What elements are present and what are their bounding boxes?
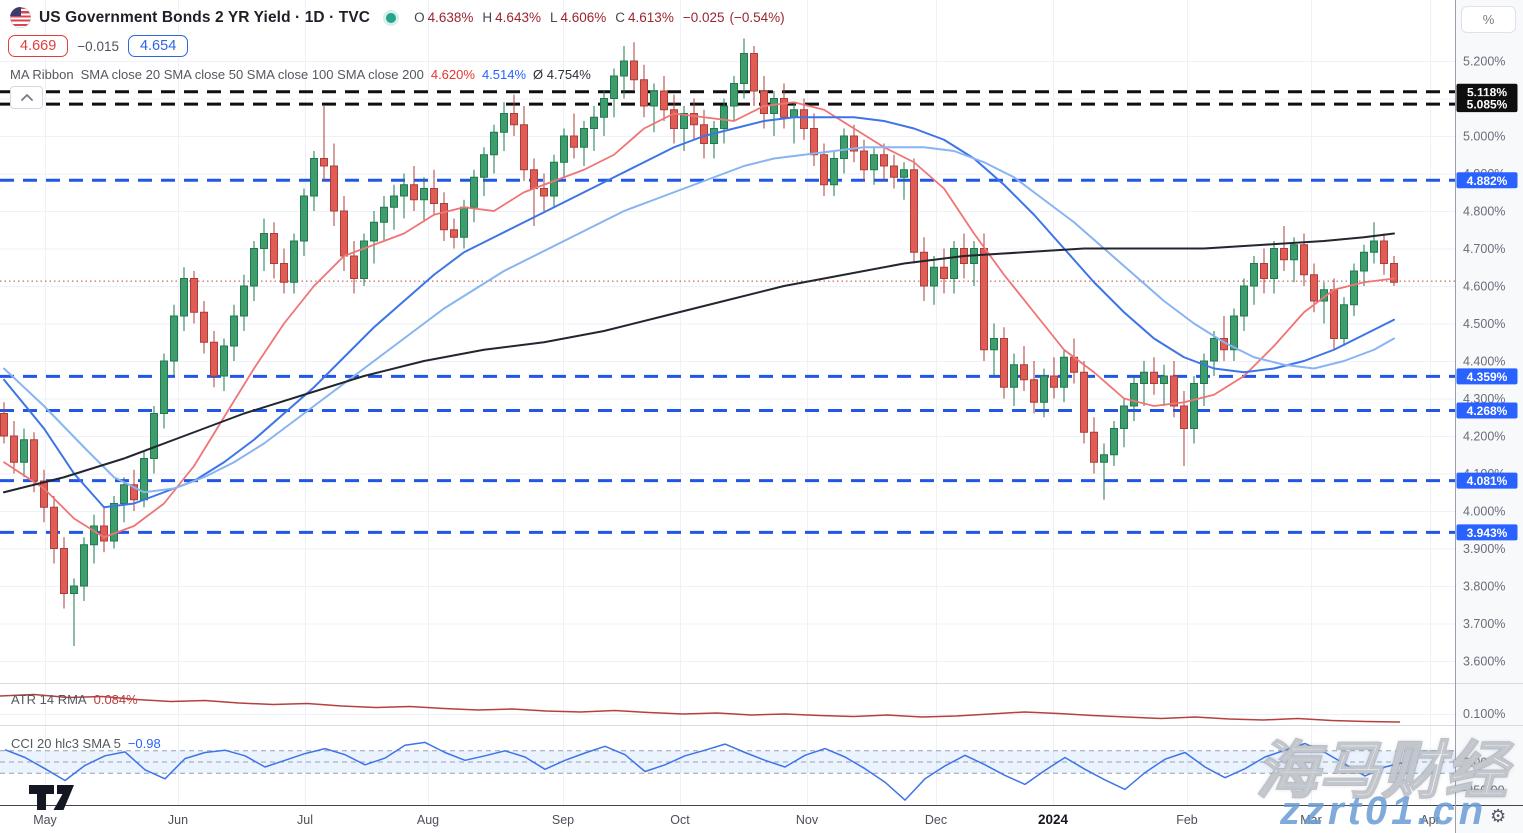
svg-text:5.200%: 5.200%	[1463, 55, 1505, 69]
svg-text:Aug: Aug	[417, 813, 439, 827]
buy-price-button[interactable]: 4.654	[127, 35, 189, 57]
cci-value: −0.98	[127, 736, 161, 751]
ma-ribbon-title: MA Ribbon	[10, 67, 74, 82]
svg-text:3.600%: 3.600%	[1463, 655, 1505, 669]
svg-text:4.000%: 4.000%	[1463, 505, 1505, 519]
ohlc-values: O 4.638% H 4.643% L 4.606% C 4.613% −0.025 (…	[414, 10, 787, 25]
svg-text:5.000%: 5.000%	[1463, 130, 1505, 144]
tradingview-logo[interactable]	[28, 784, 76, 816]
symbol-header: US Government Bonds 2 YR Yield · 1D · TV…	[10, 7, 787, 28]
time-axis-labels: May Jun Jul Aug Sep Oct Nov Dec 2024 Feb Mar Apr	[33, 812, 1440, 827]
change-percent: (−0.54%)	[729, 10, 785, 25]
ma-lines	[3, 101, 1395, 539]
sell-price-button[interactable]: 4.669	[8, 35, 69, 57]
atr-value: 0.084%	[93, 692, 138, 707]
change-value: −0.025	[682, 10, 725, 25]
high-value: 4.643%	[495, 10, 541, 25]
ma-ribbon-legend[interactable]: MA Ribbon SMA close 20 SMA close 50 SMA …	[10, 67, 591, 82]
collapse-lines-button[interactable]	[10, 86, 43, 109]
svg-text:Jul: Jul	[297, 813, 313, 827]
svg-text:3.943%: 3.943%	[1467, 526, 1508, 540]
chevron-up-icon	[20, 94, 33, 101]
svg-text:4.882%: 4.882%	[1467, 174, 1508, 188]
high-label: H	[482, 10, 493, 25]
atr-label: ATR 14 RMA	[11, 692, 87, 707]
svg-text:Mar: Mar	[1300, 813, 1322, 827]
svg-text:May: May	[33, 813, 57, 827]
sma20-value: 4.620%	[430, 67, 475, 82]
cci-label: CCI 20 hlc3 SMA 5	[11, 736, 121, 751]
svg-text:Feb: Feb	[1176, 813, 1198, 827]
timezone-settings-gear-icon[interactable]: ⚙	[1490, 806, 1507, 826]
svg-text:2024: 2024	[1038, 812, 1069, 827]
cci-pane	[0, 741, 1455, 801]
candles-layer	[0, 38, 1398, 646]
svg-text:−250.00: −250.00	[1459, 784, 1505, 798]
bid-ask-row: 4.669 −0.015 4.654	[8, 35, 189, 57]
price-level-badges: 5.118%5.085% 4.882% 4.359% 4.268% 4.081% 3.94…	[1456, 83, 1518, 541]
open-value: 4.638%	[427, 10, 474, 25]
low-label: L	[549, 10, 558, 25]
svg-text:4.500%: 4.500%	[1463, 317, 1505, 331]
svg-text:4.400%: 4.400%	[1463, 355, 1505, 369]
percent-scale-button[interactable]: %	[1461, 6, 1516, 33]
ma-average-value: Ø 4.754%	[533, 67, 591, 82]
svg-text:3.700%: 3.700%	[1463, 617, 1505, 631]
svg-text:0.100%: 0.100%	[1463, 707, 1505, 721]
grid-layer	[0, 0, 1455, 805]
tradingview-logo-icon	[29, 785, 74, 810]
svg-text:4.268%: 4.268%	[1467, 404, 1508, 418]
symbol-title[interactable]: US Government Bonds 2 YR Yield · 1D · TV…	[39, 8, 371, 26]
us-flag-icon	[10, 7, 31, 28]
svg-text:3.900%: 3.900%	[1463, 542, 1505, 556]
svg-text:Oct: Oct	[670, 813, 690, 827]
svg-text:5.085%: 5.085%	[1467, 98, 1508, 112]
svg-text:3.800%: 3.800%	[1463, 580, 1505, 594]
close-value: 4.613%	[628, 10, 674, 25]
ma-ribbon-params: SMA close 20 SMA close 50 SMA close 100 …	[80, 67, 424, 82]
svg-text:Apr: Apr	[1420, 813, 1439, 827]
svg-text:Nov: Nov	[796, 813, 819, 827]
market-status-icon[interactable]	[386, 12, 397, 23]
svg-text:4.200%: 4.200%	[1463, 430, 1505, 444]
svg-text:4.700%: 4.700%	[1463, 242, 1505, 256]
sma50-value: 4.514%	[481, 67, 527, 82]
svg-text:4.600%: 4.600%	[1463, 280, 1505, 294]
price-scale-ticks: 5.200%5.000%4.900%4.800%4.700%4.600%4.50…	[1459, 55, 1505, 798]
atr-pane	[0, 693, 1401, 723]
svg-text:Sep: Sep	[552, 813, 574, 827]
svg-text:5.118%: 5.118%	[1467, 85, 1507, 99]
svg-text:0.00: 0.00	[1463, 756, 1487, 770]
svg-text:4.359%: 4.359%	[1467, 370, 1508, 384]
spread-value: −0.015	[77, 38, 119, 54]
close-label: C	[615, 10, 626, 25]
svg-text:4.800%: 4.800%	[1463, 205, 1505, 219]
cci-indicator-legend[interactable]: CCI 20 hlc3 SMA 5 −0.98	[11, 736, 161, 751]
low-value: 4.606%	[560, 10, 607, 25]
svg-text:4.081%: 4.081%	[1467, 474, 1508, 488]
open-label: O	[414, 10, 425, 25]
svg-text:Dec: Dec	[925, 813, 947, 827]
flag-canton	[10, 7, 21, 16]
svg-text:Jun: Jun	[168, 813, 188, 827]
level-lines	[0, 90, 1455, 534]
atr-indicator-legend[interactable]: ATR 14 RMA 0.084%	[11, 692, 138, 707]
